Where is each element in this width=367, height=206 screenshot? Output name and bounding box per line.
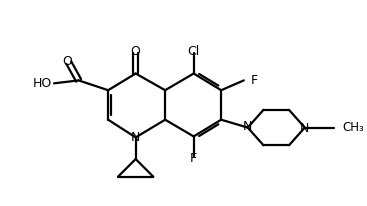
Text: N: N xyxy=(300,122,309,135)
Text: CH₃: CH₃ xyxy=(342,121,364,134)
Text: N: N xyxy=(243,120,252,133)
Text: F: F xyxy=(251,74,258,87)
Text: Cl: Cl xyxy=(188,45,200,58)
Text: HO: HO xyxy=(33,77,52,90)
Text: N: N xyxy=(131,131,140,144)
Text: O: O xyxy=(62,55,72,68)
Text: F: F xyxy=(190,152,197,165)
Text: O: O xyxy=(131,45,141,58)
